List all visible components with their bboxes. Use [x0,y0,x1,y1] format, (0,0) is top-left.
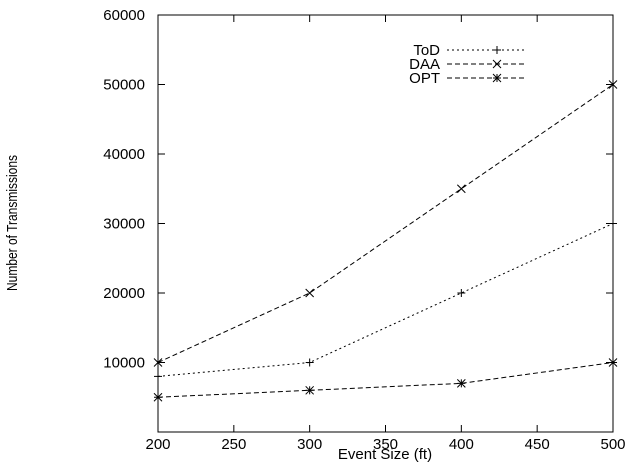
data-point-daa [153,358,163,367]
series-line-daa [157,84,614,363]
x-tick-label: 450 [525,436,550,453]
legend-label: DAA [409,56,440,73]
legend-marker [492,73,502,83]
data-point-opt [608,358,618,367]
y-tick-label: 10000 [103,355,145,372]
y-tick-label: 30000 [103,216,145,233]
data-point-daa [456,184,466,194]
plot-frame [157,14,614,433]
data-point-opt [305,385,315,395]
y-tick-label: 20000 [103,285,145,302]
x-tick-label: 200 [145,436,170,453]
series-line-tod [157,223,614,377]
y-axis-title: Number of Transmissions [4,155,21,291]
data-point-tod [457,289,466,297]
y-tick-label: 50000 [103,77,145,94]
data-point-tod [154,372,162,381]
y-tick-label: 60000 [103,7,145,24]
data-point-daa [305,288,315,298]
data-point-opt [456,378,466,388]
y-tick-label: 40000 [103,146,145,163]
x-tick-label: 500 [600,436,625,453]
x-axis-title: Event Size (ft) [338,446,432,463]
x-tick-label: 300 [297,436,322,453]
legend-marker [492,59,502,69]
series-line-opt [157,362,614,398]
legend-label: ToD [413,42,440,59]
axes: 200 250 300 350 400 450 500 10000 20000 30000 4000… [103,7,625,453]
legend-marker [493,46,501,54]
data-point-tod [609,219,617,228]
series-layer [153,80,618,402]
data-point-daa [608,80,618,89]
x-tick-label: 400 [449,436,474,453]
data-point-opt [153,392,163,402]
data-point-tod [305,358,314,367]
x-tick-label: 250 [221,436,246,453]
legend-label: OPT [409,70,440,87]
x-tick-label: 350 [373,436,398,453]
